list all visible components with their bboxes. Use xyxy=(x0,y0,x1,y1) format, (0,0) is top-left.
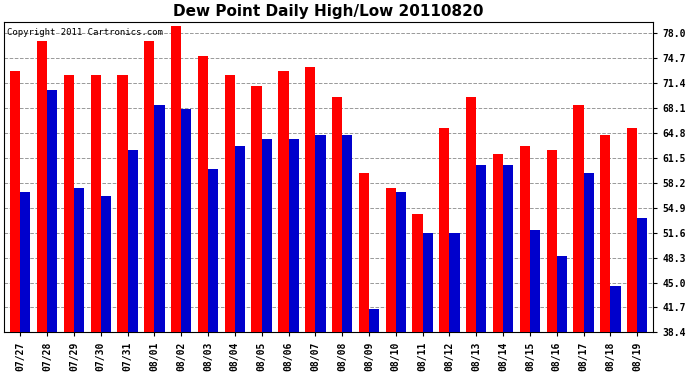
Bar xyxy=(557,256,567,332)
Bar xyxy=(101,196,111,332)
Bar xyxy=(144,40,155,332)
Bar xyxy=(305,67,315,332)
Text: Copyright 2011 Cartronics.com: Copyright 2011 Cartronics.com xyxy=(8,28,164,37)
Bar xyxy=(530,230,540,332)
Bar xyxy=(342,135,353,332)
Bar xyxy=(37,40,47,332)
Bar xyxy=(573,105,584,332)
Bar xyxy=(10,71,20,332)
Bar xyxy=(128,150,138,332)
Bar xyxy=(171,26,181,332)
Bar xyxy=(396,192,406,332)
Bar xyxy=(63,75,74,332)
Bar xyxy=(90,75,101,332)
Bar xyxy=(449,233,460,332)
Bar xyxy=(20,192,30,332)
Bar xyxy=(288,139,299,332)
Bar xyxy=(493,154,503,332)
Bar xyxy=(117,75,128,332)
Bar xyxy=(422,233,433,332)
Bar xyxy=(332,98,342,332)
Bar xyxy=(181,109,191,332)
Bar xyxy=(251,86,262,332)
Bar xyxy=(611,286,620,332)
Bar xyxy=(262,139,272,332)
Bar xyxy=(278,71,288,332)
Bar xyxy=(359,173,369,332)
Bar xyxy=(413,214,422,332)
Bar xyxy=(520,147,530,332)
Bar xyxy=(235,147,245,332)
Bar xyxy=(225,75,235,332)
Title: Dew Point Daily High/Low 20110820: Dew Point Daily High/Low 20110820 xyxy=(173,4,484,19)
Bar xyxy=(47,90,57,332)
Bar xyxy=(198,56,208,332)
Bar xyxy=(546,150,557,332)
Bar xyxy=(466,98,476,332)
Bar xyxy=(369,309,380,332)
Bar xyxy=(637,218,647,332)
Bar xyxy=(315,135,326,332)
Bar xyxy=(600,135,611,332)
Bar xyxy=(584,173,594,332)
Bar xyxy=(386,188,396,332)
Bar xyxy=(627,128,637,332)
Bar xyxy=(155,105,165,332)
Bar xyxy=(503,165,513,332)
Bar xyxy=(208,169,218,332)
Bar xyxy=(440,128,449,332)
Bar xyxy=(476,165,486,332)
Bar xyxy=(74,188,84,332)
